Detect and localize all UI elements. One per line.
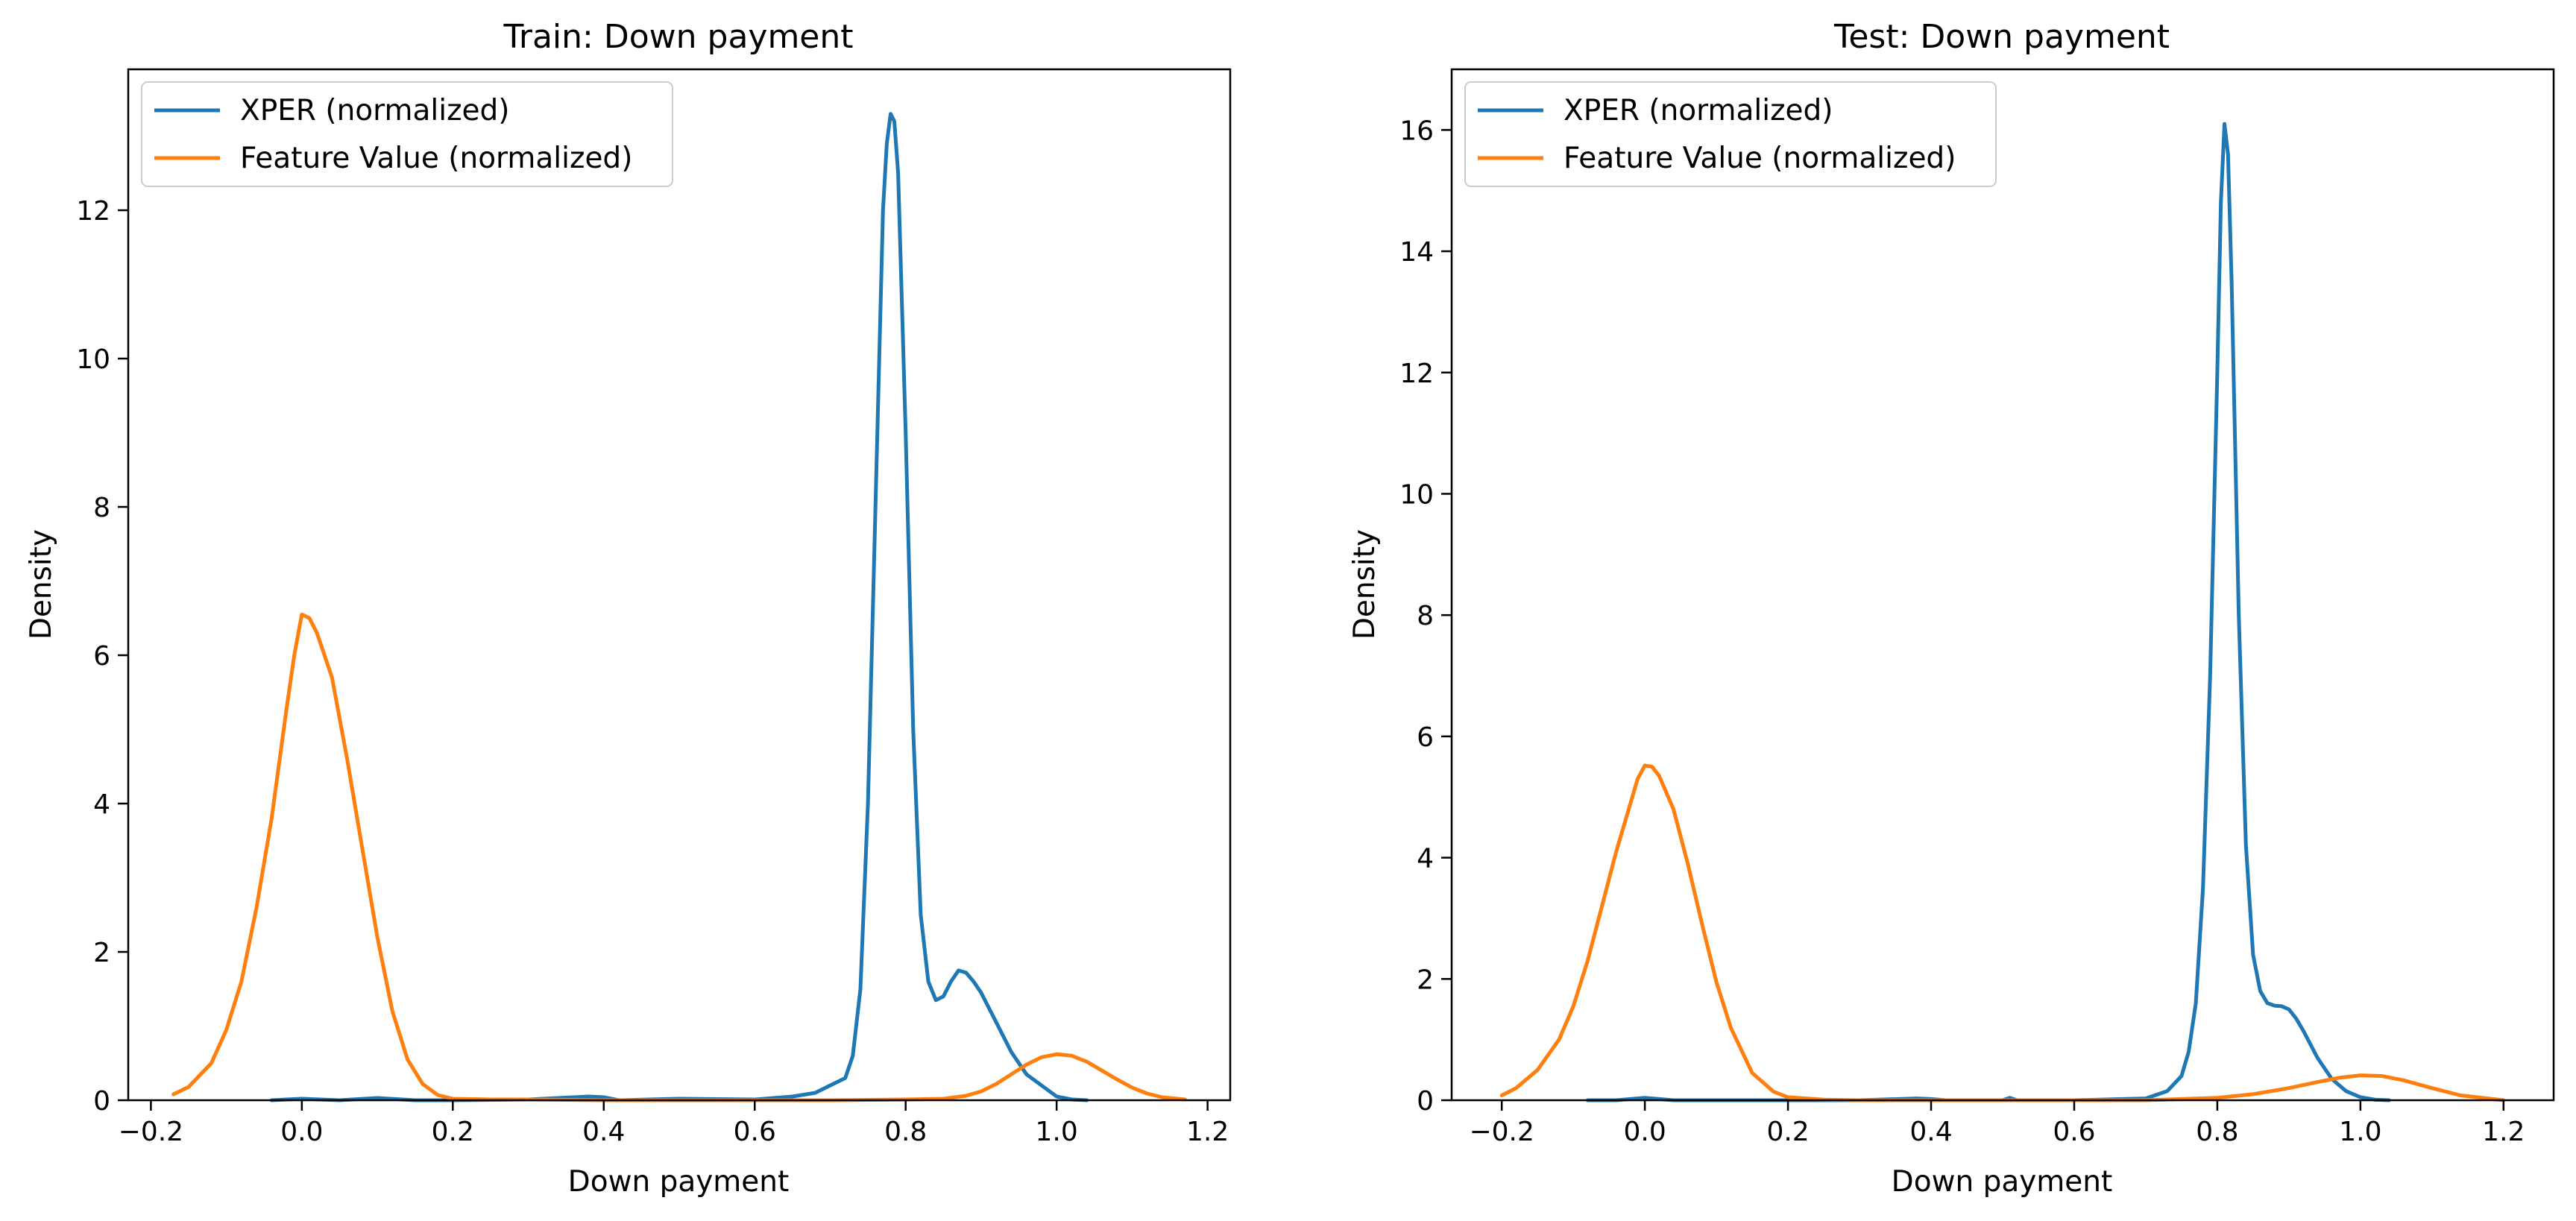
y-tick-label: 6: [93, 641, 110, 672]
x-tick-label: −0.2: [1469, 1117, 1534, 1147]
y-tick-label: 12: [76, 196, 110, 227]
legend: XPER (normalized) Feature Value (normali…: [141, 81, 673, 187]
chart-title: Test: Down payment: [1833, 18, 2170, 56]
y-tick-label: 4: [1417, 844, 1434, 874]
y-tick-label: 2: [93, 938, 110, 968]
y-axis-label: Density: [1348, 529, 1382, 640]
series-line-feature-value: [1499, 763, 2506, 1102]
y-tick-label: 10: [1399, 479, 1434, 510]
x-axis-ticks: −0.2 0.0 0.2 0.4 0.6 0.8 1.0 1.2: [119, 1100, 1229, 1147]
y-tick-label: 10: [76, 344, 110, 375]
x-axis-label: Down payment: [1892, 1165, 2113, 1199]
x-tick-label: 1.0: [1036, 1117, 1078, 1147]
legend-label-xper: XPER (normalized): [1563, 94, 1833, 127]
y-axis-ticks: 0 2 4 6 8 10 12 14 16: [1399, 116, 1452, 1117]
x-tick-label: 0.2: [432, 1117, 474, 1147]
x-tick-label: 0.6: [734, 1117, 776, 1147]
y-tick-label: 2: [1417, 965, 1434, 995]
legend-box: [141, 81, 673, 187]
x-tick-label: 0.4: [1909, 1117, 1952, 1147]
series-line-xper: [269, 112, 1089, 1102]
series-layer: [1499, 122, 2506, 1102]
y-tick-label: 6: [1417, 722, 1434, 753]
plot-frame: [127, 68, 1232, 1102]
x-tick-label: 0.4: [582, 1117, 625, 1147]
y-tick-label: 14: [1399, 237, 1434, 268]
x-axis-label: Down payment: [568, 1165, 790, 1199]
y-tick-label: 4: [93, 789, 110, 820]
x-tick-label: 0.8: [884, 1117, 927, 1147]
x-tick-label: 0.6: [2053, 1117, 2095, 1147]
y-axis-label: Density: [25, 529, 58, 640]
y-tick-label: 8: [93, 493, 110, 523]
x-tick-label: 1.2: [2482, 1117, 2525, 1147]
legend-box: [1464, 81, 1997, 187]
x-tick-label: 0.2: [1766, 1117, 1809, 1147]
x-tick-label: 0.0: [280, 1117, 323, 1147]
legend-label-feature-value: Feature Value (normalized): [1563, 142, 1956, 175]
plot-frame: [1450, 68, 2555, 1102]
x-tick-label: 0.0: [1623, 1117, 1666, 1147]
x-axis-ticks: −0.2 0.0 0.2 0.4 0.6 0.8 1.0 1.2: [1469, 1100, 2525, 1147]
legend-label-feature-value: Feature Value (normalized): [240, 142, 632, 175]
chart-title: Train: Down payment: [503, 18, 853, 56]
x-tick-label: 1.0: [2339, 1117, 2381, 1147]
x-tick-label: −0.2: [119, 1117, 183, 1147]
chart-test: Test: Down payment −0.2 0.0 0.2 0.4 0.6 0.8 1.…: [1348, 18, 2555, 1199]
legend: XPER (normalized) Feature Value (normali…: [1464, 81, 1997, 187]
y-tick-label: 8: [1417, 601, 1434, 631]
legend-label-xper: XPER (normalized): [240, 94, 510, 127]
y-tick-label: 0: [1417, 1086, 1434, 1117]
x-tick-label: 1.2: [1186, 1117, 1229, 1147]
y-tick-label: 12: [1399, 359, 1434, 389]
chart-train: Train: Down payment −0.2 0.0 0.2 0.4 0.6 0.8 1…: [25, 18, 1232, 1199]
y-tick-label: 16: [1399, 116, 1434, 146]
y-axis-ticks: 0 2 4 6 8 10 12: [76, 196, 128, 1117]
x-tick-label: 0.8: [2196, 1117, 2238, 1147]
y-tick-label: 0: [93, 1086, 110, 1117]
